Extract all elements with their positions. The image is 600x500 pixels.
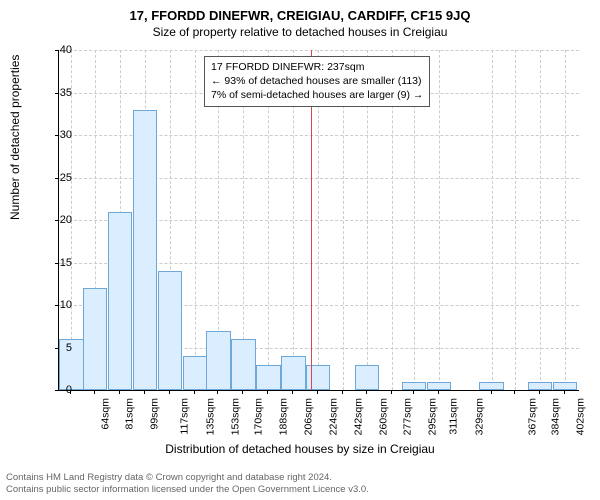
license-text: Contains HM Land Registry data © Crown c… (6, 472, 369, 496)
histogram-bar (231, 339, 255, 390)
annotation-line-3: 7% of semi-detached houses are larger (9… (211, 89, 423, 101)
xtick-label: 153sqm (229, 398, 241, 435)
ytick-label: 0 (42, 384, 72, 396)
grid-line-v (565, 50, 566, 390)
license-line-1: Contains HM Land Registry data © Crown c… (6, 472, 332, 483)
x-axis-label: Distribution of detached houses by size … (0, 442, 600, 456)
xtick-mark (94, 390, 95, 394)
xtick-label: 188sqm (278, 398, 290, 435)
xtick-label: 170sqm (253, 398, 265, 435)
xtick-label: 295sqm (426, 398, 438, 435)
xtick-mark (413, 390, 414, 394)
ytick-label: 20 (42, 214, 72, 226)
xtick-mark (242, 390, 243, 394)
ytick-label: 10 (42, 299, 72, 311)
chart-container: 17, FFORDD DINEFWR, CREIGIAU, CARDIFF, C… (0, 0, 600, 500)
xtick-mark (144, 390, 145, 394)
xtick-mark (317, 390, 318, 394)
histogram-bar (427, 382, 451, 391)
histogram-bar (108, 212, 132, 391)
chart-plot-area: 17 FFORDD DINEFWR: 237sqm ← 93% of detach… (58, 50, 578, 390)
histogram-bar (402, 382, 426, 391)
histogram-bar (133, 110, 157, 391)
grid-line-v (492, 50, 493, 390)
grid-line-v (540, 50, 541, 390)
histogram-bar (206, 331, 230, 391)
xtick-mark (514, 390, 515, 394)
xtick-mark (119, 390, 120, 394)
histogram-bar (355, 365, 379, 391)
y-axis-label: Number of detached properties (8, 55, 22, 220)
xtick-label: 384sqm (550, 398, 562, 435)
xtick-mark (342, 390, 343, 394)
xtick-mark (267, 390, 268, 394)
ytick-label: 25 (42, 172, 72, 184)
page-subtitle: Size of property relative to detached ho… (0, 23, 600, 39)
xtick-label: 206sqm (303, 398, 315, 435)
xtick-label: 135sqm (204, 398, 216, 435)
xtick-mark (366, 390, 367, 394)
xtick-mark (491, 390, 492, 394)
ytick-label: 5 (42, 342, 72, 354)
histogram-bar (553, 382, 577, 391)
xtick-label: 329sqm (473, 398, 485, 435)
annotation-box: 17 FFORDD DINEFWR: 237sqm ← 93% of detach… (204, 56, 430, 107)
xtick-mark (217, 390, 218, 394)
xtick-label: 402sqm (575, 398, 587, 435)
xtick-label: 224sqm (328, 398, 340, 435)
histogram-bar (281, 356, 305, 390)
xtick-mark (391, 390, 392, 394)
xtick-mark (169, 390, 170, 394)
grid-line-v (515, 50, 516, 390)
xtick-label: 260sqm (378, 398, 390, 435)
page-title: 17, FFORDD DINEFWR, CREIGIAU, CARDIFF, C… (0, 0, 600, 23)
xtick-label: 277sqm (401, 398, 413, 435)
xtick-mark (292, 390, 293, 394)
xtick-mark (438, 390, 439, 394)
grid-line-v (439, 50, 440, 390)
xtick-label: 242sqm (353, 398, 365, 435)
histogram-bar (83, 288, 107, 390)
xtick-mark (564, 390, 565, 394)
annotation-line-1: 17 FFORDD DINEFWR: 237sqm (211, 61, 364, 73)
histogram-bar (306, 365, 330, 391)
license-line-2: Contains public sector information licen… (6, 484, 369, 495)
plot-surface: 17 FFORDD DINEFWR: 237sqm ← 93% of detach… (58, 50, 579, 391)
xtick-label: 64sqm (100, 398, 112, 430)
xtick-mark (539, 390, 540, 394)
histogram-bar (479, 382, 503, 391)
xtick-label: 81sqm (124, 398, 136, 430)
xtick-mark (194, 390, 195, 394)
histogram-bar (256, 365, 280, 391)
xtick-label: 99sqm (149, 398, 161, 430)
ytick-label: 35 (42, 87, 72, 99)
annotation-line-2: ← 93% of detached houses are smaller (11… (211, 75, 422, 87)
ytick-label: 15 (42, 257, 72, 269)
ytick-label: 30 (42, 129, 72, 141)
histogram-bar (528, 382, 552, 391)
xtick-label: 311sqm (448, 398, 460, 435)
grid-line-v (195, 50, 196, 390)
xtick-label: 367sqm (526, 398, 538, 435)
histogram-bar (183, 356, 207, 390)
xtick-label: 117sqm (179, 398, 191, 435)
histogram-bar (158, 271, 182, 390)
ytick-label: 40 (42, 44, 72, 56)
